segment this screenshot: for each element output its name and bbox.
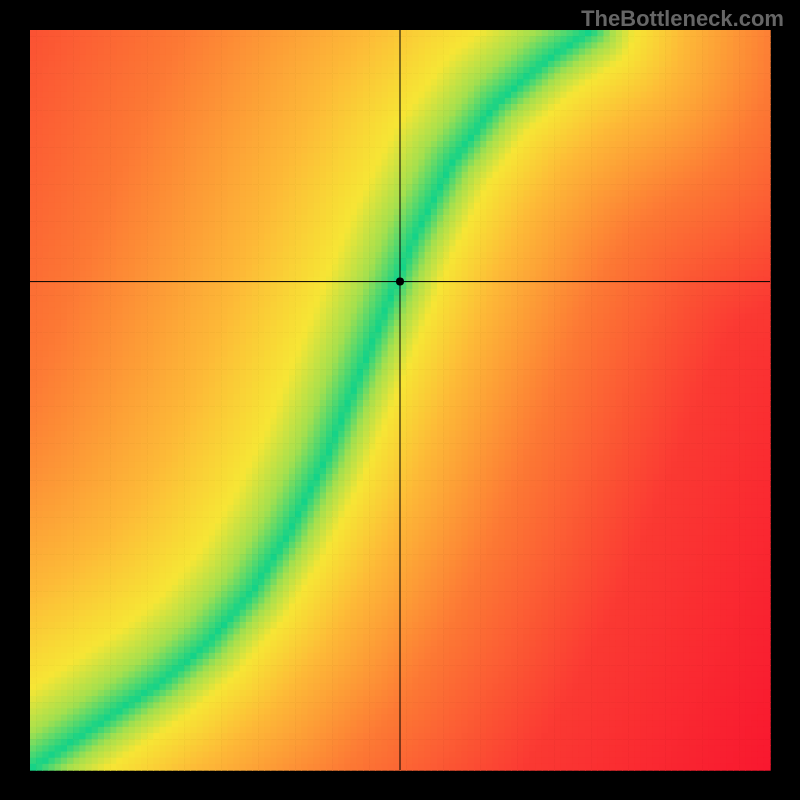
bottleneck-heatmap [0,0,800,800]
watermark-text: TheBottleneck.com [581,6,784,32]
chart-container: TheBottleneck.com [0,0,800,800]
